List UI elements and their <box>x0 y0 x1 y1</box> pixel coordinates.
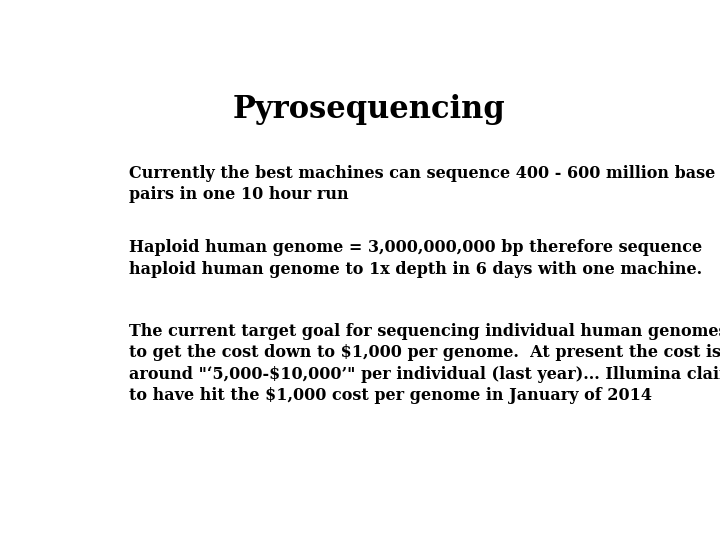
Text: Currently the best machines can sequence 400 - 600 million base
pairs in one 10 : Currently the best machines can sequence… <box>129 165 715 203</box>
Text: Haploid human genome = 3,000,000,000 bp therefore sequence
haploid human genome : Haploid human genome = 3,000,000,000 bp … <box>129 239 702 278</box>
Text: The current target goal for sequencing individual human genomes is
to get the co: The current target goal for sequencing i… <box>129 322 720 404</box>
Text: Pyrosequencing: Pyrosequencing <box>233 94 505 125</box>
